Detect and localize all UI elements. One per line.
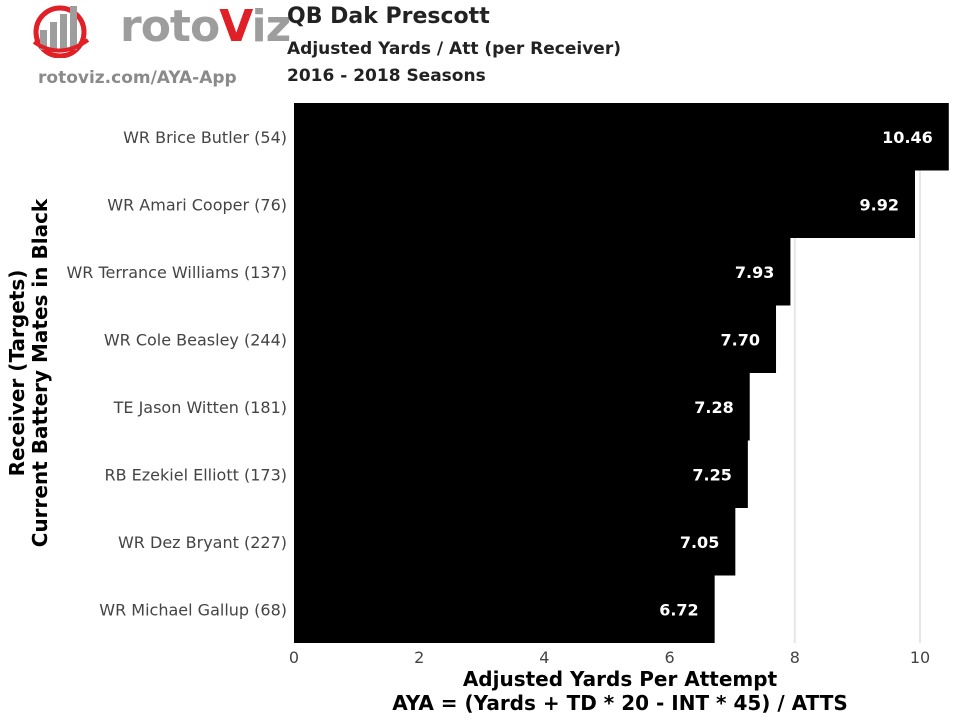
bar xyxy=(294,103,949,171)
logo-url: rotoviz.com/AYA-App xyxy=(38,68,237,88)
chart-subtitle: Adjusted Yards / Att (per Receiver) xyxy=(287,39,621,59)
data-label: 7.93 xyxy=(735,263,774,282)
category-label: TE Jason Witten (181) xyxy=(113,398,287,417)
data-label: 7.70 xyxy=(721,330,760,349)
bar xyxy=(294,440,748,508)
x-axis-formula: AYA = (Yards + TD * 20 - INT * 45) / ATT… xyxy=(392,691,848,715)
x-axis-title: Adjusted Yards Per Attempt xyxy=(463,667,778,691)
bar xyxy=(294,575,715,643)
category-label: WR Brice Butler (54) xyxy=(123,128,287,147)
data-label: 10.46 xyxy=(882,128,933,147)
category-label: WR Terrance Williams (137) xyxy=(66,263,287,282)
x-tick-label: 4 xyxy=(539,648,549,667)
category-label: RB Ezekiel Elliott (173) xyxy=(104,465,287,484)
data-label: 7.28 xyxy=(694,398,733,417)
y-axis-title: Receiver (Targets) xyxy=(5,270,29,477)
x-tick-label: 2 xyxy=(414,648,424,667)
logo-wordmark: rotoViz xyxy=(120,1,291,52)
data-label: 9.92 xyxy=(860,195,899,214)
bar xyxy=(294,508,736,576)
bar xyxy=(294,373,750,441)
x-tick-label: 6 xyxy=(665,648,675,667)
category-label: WR Cole Beasley (244) xyxy=(104,330,287,349)
bar xyxy=(294,238,791,306)
data-label: 6.72 xyxy=(659,600,698,619)
logo-mark-icon xyxy=(32,5,90,59)
bar xyxy=(294,305,777,373)
x-tick-label: 8 xyxy=(790,648,800,667)
x-tick-label: 0 xyxy=(289,648,299,667)
category-label: WR Dez Bryant (227) xyxy=(118,533,287,552)
chart-seasons: 2016 - 2018 Seasons xyxy=(287,66,486,86)
category-label: WR Amari Cooper (76) xyxy=(107,195,287,214)
bar xyxy=(294,170,915,238)
data-label: 7.25 xyxy=(692,465,731,484)
chart-title: QB Dak Prescott xyxy=(287,4,490,29)
category-label: WR Michael Gallup (68) xyxy=(99,600,287,619)
x-tick-label: 10 xyxy=(910,648,930,667)
data-label: 7.05 xyxy=(680,533,719,552)
rotoviz-logo: rotoViz xyxy=(26,2,291,62)
y-axis-subtitle: Current Battery Mates in Black xyxy=(28,198,52,547)
